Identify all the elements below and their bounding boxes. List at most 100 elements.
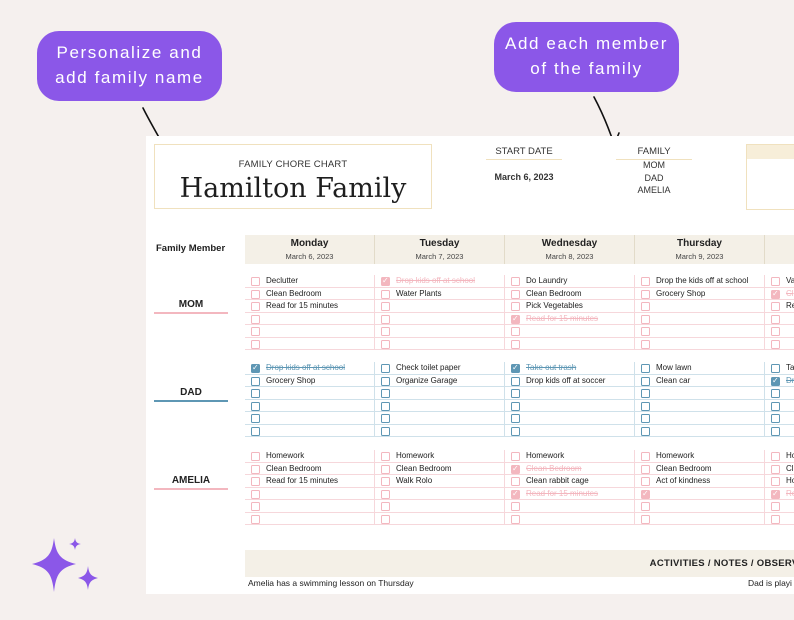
checkbox[interactable] [251,314,260,324]
chore-cell[interactable]: Grocery Shop [635,287,765,300]
chore-cell[interactable] [245,424,375,437]
chore-cell[interactable]: Cl [765,288,794,300]
chore-cell[interactable] [635,325,765,338]
checkbox[interactable] [381,289,390,299]
checkbox[interactable] [771,464,780,474]
checkbox[interactable] [381,376,390,386]
chore-cell[interactable]: Ho [765,475,794,488]
chore-cell[interactable]: Check toilet paper [375,362,505,375]
checkbox[interactable] [511,277,520,286]
checkbox[interactable] [771,488,780,499]
checkbox[interactable] [641,464,650,474]
checkbox[interactable] [381,302,390,311]
chore-cell[interactable]: Read for 15 minutes [505,312,635,325]
checkbox[interactable] [381,401,390,411]
checkbox[interactable] [511,477,520,486]
chore-cell[interactable] [375,512,505,525]
chore-cell[interactable] [245,512,375,525]
checkbox[interactable] [511,339,520,349]
chore-cell[interactable]: Declutter [245,275,375,288]
chore-cell[interactable] [375,312,505,325]
checkbox[interactable] [381,327,390,336]
family-member-1[interactable]: MOM [643,160,665,170]
chore-cell[interactable] [505,424,635,437]
checkbox[interactable] [511,426,520,436]
checkbox[interactable] [511,389,520,398]
chore-cell[interactable] [375,412,505,425]
checkbox[interactable] [251,502,260,511]
checkbox[interactable] [641,376,650,386]
checkbox[interactable] [251,452,260,461]
chore-cell[interactable] [375,487,505,500]
checkbox[interactable] [381,339,390,349]
chore-cell[interactable] [765,412,794,425]
chore-cell[interactable]: Read for 15 minutes [245,300,375,313]
chore-cell[interactable] [635,337,765,350]
checkbox[interactable] [771,375,780,386]
family-name[interactable]: Hamilton Family [179,173,407,204]
chore-cell[interactable]: Clean Bedroom [245,462,375,475]
checkbox[interactable] [251,426,260,436]
chore-cell[interactable]: Organize Garage [375,374,505,387]
checkbox[interactable] [251,302,260,311]
checkbox[interactable] [511,289,520,299]
checkbox[interactable] [511,463,520,474]
checkbox[interactable] [771,452,780,461]
checkbox[interactable] [251,362,260,374]
chore-cell[interactable] [245,325,375,338]
chore-cell[interactable]: Homework [635,450,765,463]
chore-cell[interactable] [375,424,505,437]
chore-cell[interactable]: Drop kids off at soccer [505,374,635,387]
chore-cell[interactable]: Act of kindness [635,475,765,488]
chore-cell[interactable] [505,399,635,412]
note-left[interactable]: Amelia has a swimming lesson on Thursday [248,578,414,588]
chore-cell[interactable]: Read for 15 minutes [505,487,635,500]
chore-cell[interactable] [245,412,375,425]
checkbox[interactable] [251,339,260,349]
checkbox[interactable] [641,414,650,423]
chore-cell[interactable]: Homework [505,450,635,463]
checkbox[interactable] [641,426,650,436]
checkbox[interactable] [641,277,650,286]
chore-cell[interactable] [245,487,375,500]
checkbox[interactable] [381,502,390,511]
checkbox[interactable] [511,502,520,511]
checkbox[interactable] [641,502,650,511]
checkbox[interactable] [511,488,520,499]
chore-cell[interactable] [635,424,765,437]
chore-cell[interactable] [635,412,765,425]
checkbox[interactable] [381,477,390,486]
chore-cell[interactable] [635,387,765,400]
checkbox[interactable] [381,426,390,436]
checkbox[interactable] [511,376,520,386]
checkbox[interactable] [511,514,520,524]
chore-cell[interactable]: Drop the kids off at school [635,275,765,288]
chore-cell[interactable] [765,313,794,325]
chore-cell[interactable] [635,312,765,325]
checkbox[interactable] [641,389,650,398]
checkbox[interactable] [511,452,520,461]
chore-cell[interactable] [765,325,794,338]
chore-cell[interactable]: Pick Vegetables [505,300,635,313]
chore-cell[interactable] [765,338,794,350]
chore-cell[interactable]: Grocery Shop [245,374,375,387]
checkbox[interactable] [511,401,520,411]
family-title-box[interactable]: FAMILY CHORE CHART Hamilton Family [154,144,432,209]
chore-cell[interactable] [765,400,794,412]
chore-cell[interactable]: Re [765,488,794,500]
chore-cell[interactable] [765,387,794,400]
chore-cell[interactable] [375,325,505,338]
chore-cell[interactable] [375,387,505,400]
checkbox[interactable] [251,489,260,499]
checkbox[interactable] [511,302,520,311]
chore-cell[interactable] [375,300,505,313]
checkbox[interactable] [771,401,780,411]
chore-cell[interactable]: Read for 15 minutes [245,475,375,488]
checkbox[interactable] [641,339,650,349]
chore-cell[interactable]: Mow lawn [635,362,765,375]
chore-cell[interactable]: Clean Bedroom [375,462,505,475]
chore-cell[interactable] [375,337,505,350]
checkbox[interactable] [251,327,260,336]
chore-cell[interactable] [505,387,635,400]
checkbox[interactable] [511,313,520,324]
